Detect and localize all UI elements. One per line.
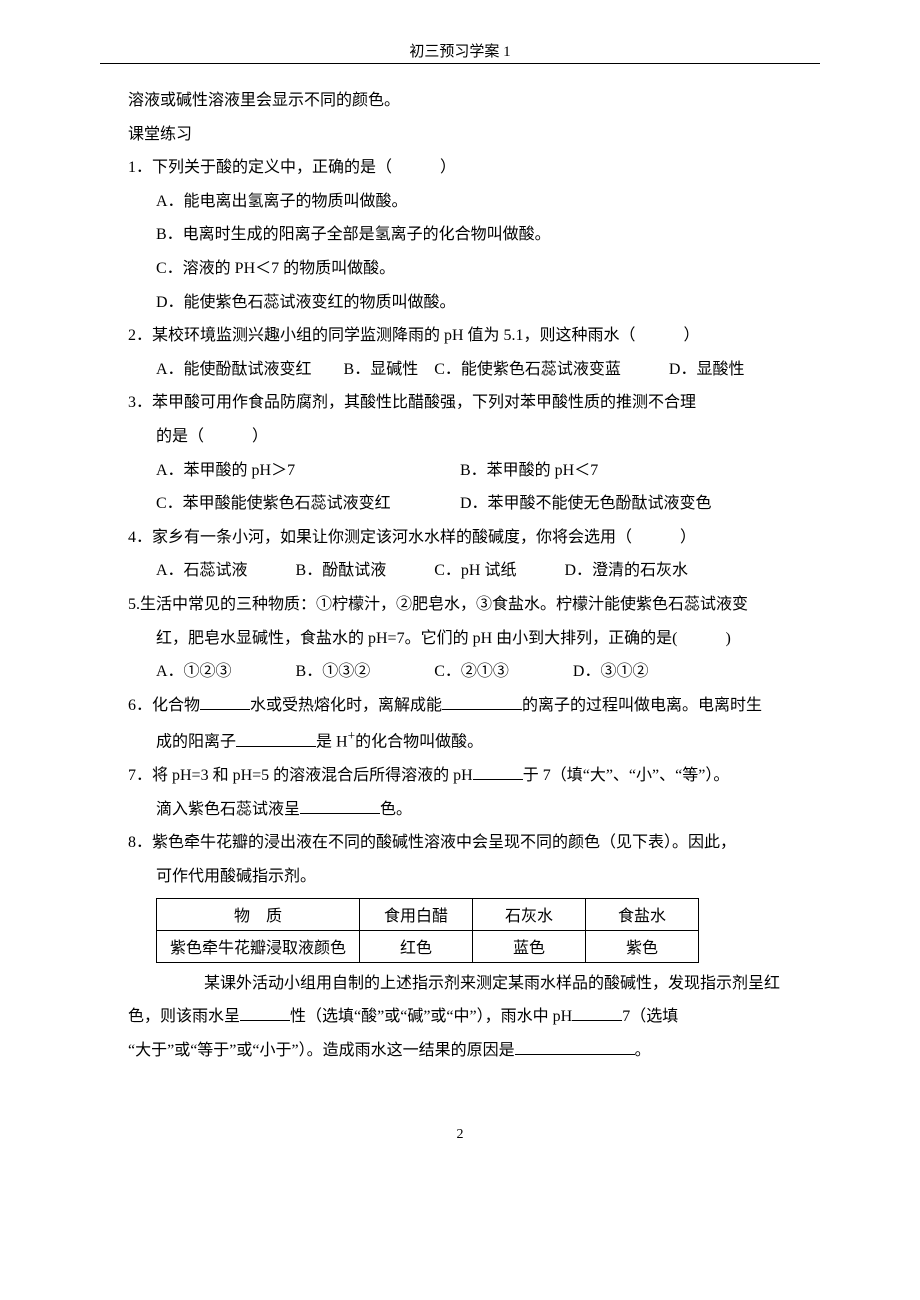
header-underline [100, 63, 820, 64]
q7-line1: 7．将 pH=3 和 pH=5 的溶液混合后所得溶液的 pH 于 7（填“大”、“… [100, 759, 820, 793]
q8-td-blue: 蓝色 [473, 930, 586, 962]
q7-post2: 色。 [380, 801, 412, 818]
q8-blank1[interactable] [240, 1020, 290, 1021]
q6-tail2: 的化合物叫做酸。 [355, 734, 483, 751]
q7-blank2[interactable] [300, 813, 380, 814]
q8-stem-line1: 8．紫色牵牛花瓣的浸出液在不同的酸碱性溶液中会呈现不同的颜色（见下表）。因此， [100, 826, 820, 860]
q8-td-purple: 紫色 [586, 930, 699, 962]
page-number: 2 [100, 1127, 820, 1143]
q6-post1: 的离子的过程叫做电离。电离时生 [522, 697, 762, 714]
table-row: 紫色牵牛花瓣浸取液颜色 红色 蓝色 紫色 [157, 930, 699, 962]
q3-opt-a: A．苯甲酸的 pH＞7 [156, 454, 456, 488]
q8-table: 物 质 食用白醋 石灰水 食盐水 紫色牵牛花瓣浸取液颜色 红色 蓝色 紫色 [156, 898, 699, 963]
q7-post1: 于 7（填“大”、“小”、“等”）。 [523, 767, 730, 784]
q6-blank2[interactable] [442, 709, 522, 710]
q6-blank1[interactable] [200, 709, 250, 710]
table-row: 物 质 食用白醋 石灰水 食盐水 [157, 898, 699, 930]
q3-options-cd: C．苯甲酸能使紫色石蕊试液变红 D．苯甲酸不能使无色酚酞试液变色 [100, 487, 820, 521]
q3-stem-line2: 的是（ ） [100, 420, 820, 454]
q8-p3-pre: “大于”或“等于”或“小于”）。造成雨水这一结果的原因是 [128, 1042, 515, 1059]
q3-stem-line1: 3．苯甲酸可用作食品防腐剂，其酸性比醋酸强，下列对苯甲酸性质的推测不合理 [100, 386, 820, 420]
q8-para3: “大于”或“等于”或“小于”）。造成雨水这一结果的原因是 。 [100, 1034, 820, 1068]
q5-stem-line1: 5.生活中常见的三种物质：①柠檬汁，②肥皂水，③食盐水。柠檬汁能使紫色石蕊试液变 [100, 588, 820, 622]
q8-p2-mid2: 7（选填 [622, 1008, 678, 1025]
q8-th-limewater: 石灰水 [473, 898, 586, 930]
q8-para1: 某课外活动小组用自制的上述指示剂来测定某雨水样品的酸碱性，发现指示剂呈红 [100, 967, 820, 1001]
q2-options: A．能使酚酞试液变红 B．显碱性 C．能使紫色石蕊试液变蓝 D．显酸性 [100, 353, 820, 387]
q7-pre1: 7．将 pH=3 和 pH=5 的溶液混合后所得溶液的 pH [128, 767, 473, 784]
q1-opt-a: A．能电离出氢离子的物质叫做酸。 [100, 185, 820, 219]
q8-th-saltwater: 食盐水 [586, 898, 699, 930]
q8-p2-mid1: 性（选填“酸”或“碱”或“中”），雨水中 pH [290, 1008, 572, 1025]
q7-pre2: 滴入紫色石蕊试液呈 [156, 801, 300, 818]
q8-th-vinegar: 食用白醋 [360, 898, 473, 930]
q1-opt-c: C．溶液的 PH＜7 的物质叫做酸。 [100, 252, 820, 286]
page-header: 初三预习学案 1 [100, 40, 820, 61]
q6-superscript: + [348, 728, 356, 743]
q6-line1: 6．化合物 水或受热熔化时，离解成能 的离子的过程叫做电离。电离时生 [100, 689, 820, 723]
q4-options: A．石蕊试液 B．酚酞试液 C．pH 试纸 D．澄清的石灰水 [100, 554, 820, 588]
q1-opt-d: D．能使紫色石蕊试液变红的物质叫做酸。 [100, 286, 820, 320]
q5-options: A．①②③ B．①③② C．②①③ D．③①② [100, 655, 820, 689]
q6-mid1: 水或受热熔化时，离解成能 [250, 697, 442, 714]
q6-pre2: 成的阳离子 [156, 734, 236, 751]
q3-options-ab: A．苯甲酸的 pH＞7 B．苯甲酸的 pH＜7 [100, 454, 820, 488]
q6-line2: 成的阳离子 是 H+的化合物叫做酸。 [100, 722, 820, 759]
q1-opt-b: B．电离时生成的阳离子全部是氢离子的化合物叫做酸。 [100, 218, 820, 252]
q1-stem: 1．下列关于酸的定义中，正确的是（ ） [100, 151, 820, 185]
q8-p3-post: 。 [635, 1042, 651, 1059]
q8-th-substance: 物 质 [157, 898, 360, 930]
q8-blank3[interactable] [515, 1054, 635, 1055]
q8-p2-pre: 色，则该雨水呈 [128, 1008, 240, 1025]
q8-stem-line2: 可作代用酸碱指示剂。 [100, 860, 820, 894]
q8-td-label: 紫色牵牛花瓣浸取液颜色 [157, 930, 360, 962]
q7-line2: 滴入紫色石蕊试液呈 色。 [100, 793, 820, 827]
q6-pre1: 6．化合物 [128, 697, 200, 714]
page-container: 初三预习学案 1 溶液或碱性溶液里会显示不同的颜色。 课堂练习 1．下列关于酸的… [0, 0, 920, 1203]
q8-blank2[interactable] [572, 1020, 622, 1021]
q8-td-red: 红色 [360, 930, 473, 962]
intro-line: 溶液或碱性溶液里会显示不同的颜色。 [100, 84, 820, 118]
q6-post2: 是 H [316, 734, 348, 751]
q4-stem: 4．家乡有一条小河，如果让你测定该河水水样的酸碱度，你将会选用（ ） [100, 521, 820, 555]
q3-opt-c: C．苯甲酸能使紫色石蕊试液变红 [156, 487, 456, 521]
q6-blank3[interactable] [236, 746, 316, 747]
q5-stem-line2: 红，肥皂水显碱性，食盐水的 pH=7。它们的 pH 由小到大排列，正确的是( ) [100, 622, 820, 656]
q2-stem: 2．某校环境监测兴趣小组的同学监测降雨的 pH 值为 5.1，则这种雨水（ ） [100, 319, 820, 353]
q3-opt-b: B．苯甲酸的 pH＜7 [460, 462, 598, 479]
q8-para2: 色，则该雨水呈 性（选填“酸”或“碱”或“中”），雨水中 pH 7（选填 [100, 1000, 820, 1034]
section-title: 课堂练习 [100, 118, 820, 152]
q3-opt-d: D．苯甲酸不能使无色酚酞试液变色 [460, 495, 712, 512]
q7-blank1[interactable] [473, 779, 523, 780]
